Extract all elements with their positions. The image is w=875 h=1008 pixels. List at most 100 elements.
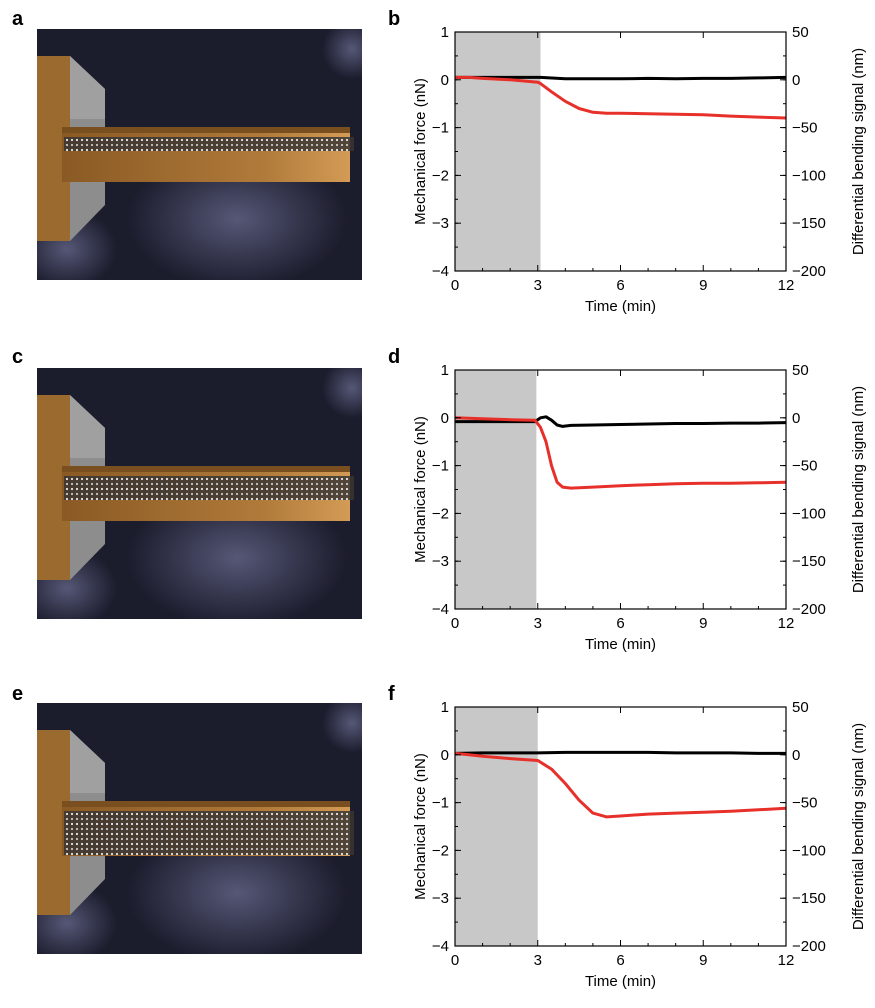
y-tick-label: −1 xyxy=(432,120,449,137)
molecule-dot xyxy=(95,477,99,481)
molecule-dot xyxy=(125,837,129,841)
molecule-dot xyxy=(140,812,144,816)
molecule-dot xyxy=(175,822,179,826)
molecule-dot xyxy=(335,492,339,496)
molecule-dot xyxy=(150,482,154,486)
molecule-dot xyxy=(255,852,259,856)
molecule-dot xyxy=(120,138,124,142)
molecule-dot xyxy=(345,492,349,496)
molecule-dot xyxy=(160,148,164,152)
molecule-dot xyxy=(170,817,174,821)
molecule-dot xyxy=(85,487,89,491)
molecule-dot xyxy=(170,487,174,491)
molecule-dot xyxy=(325,148,329,152)
x-axis-label: Time (min) xyxy=(585,298,656,315)
molecule-dot xyxy=(185,497,189,501)
molecule-dot xyxy=(225,842,229,846)
molecule-dot xyxy=(205,487,209,491)
molecule-dot xyxy=(195,822,199,826)
molecule-dot xyxy=(140,822,144,826)
molecule-dot xyxy=(190,852,194,856)
molecule-dot xyxy=(80,138,84,142)
molecule-dot xyxy=(175,842,179,846)
molecule-dot xyxy=(85,837,89,841)
molecule-dot xyxy=(185,852,189,856)
x-axis-label: Time (min) xyxy=(585,973,656,990)
molecule-dot xyxy=(320,138,324,142)
molecule-dot xyxy=(215,497,219,501)
molecule-dot xyxy=(185,143,189,147)
molecule-dot xyxy=(240,138,244,142)
molecule-dot xyxy=(100,812,104,816)
molecule-dot xyxy=(285,847,289,851)
molecule-dot xyxy=(320,847,324,851)
molecule-dot xyxy=(125,143,129,147)
molecule-dot xyxy=(240,817,244,821)
x-tick-label: 0 xyxy=(451,952,459,969)
cantilever-render-c xyxy=(37,368,362,619)
molecule-dot xyxy=(85,852,89,856)
molecule-dot xyxy=(180,138,184,142)
panel-label-f: f xyxy=(388,683,395,705)
y-axis-label: Mechanical force (nN) xyxy=(412,78,429,225)
molecule-dot xyxy=(90,482,94,486)
y-tick-label: 0 xyxy=(441,410,449,427)
molecule-dot xyxy=(345,822,349,826)
molecule-dot xyxy=(100,477,104,481)
molecule-dot xyxy=(230,812,234,816)
molecule-dot xyxy=(335,477,339,481)
molecule-dot xyxy=(240,482,244,486)
molecule-dot xyxy=(135,817,139,821)
molecule-dot xyxy=(305,832,309,836)
molecule-dot xyxy=(70,143,74,147)
molecule-dot xyxy=(130,477,134,481)
molecule-dot xyxy=(150,497,154,501)
molecule-dot xyxy=(95,822,99,826)
molecule-dot xyxy=(130,497,134,501)
molecule-dot xyxy=(240,852,244,856)
molecule-dot xyxy=(310,842,314,846)
molecule-dot xyxy=(65,817,69,821)
molecule-dot xyxy=(245,492,249,496)
molecule-dot xyxy=(245,812,249,816)
molecule-dot xyxy=(290,852,294,856)
molecule-dot xyxy=(160,812,164,816)
molecule-dot xyxy=(85,847,89,851)
molecule-dot xyxy=(195,852,199,856)
molecule-dot xyxy=(275,138,279,142)
molecule-dot xyxy=(180,832,184,836)
molecule-dot xyxy=(80,837,84,841)
molecule-dot xyxy=(335,482,339,486)
molecule-dot xyxy=(90,492,94,496)
molecule-dot xyxy=(260,842,264,846)
molecule-dot xyxy=(240,143,244,147)
molecule-dot xyxy=(300,832,304,836)
molecule-dot xyxy=(255,477,259,481)
molecule-dot xyxy=(260,482,264,486)
molecule-dot xyxy=(90,477,94,481)
molecule-dot xyxy=(100,138,104,142)
molecule-dot xyxy=(200,487,204,491)
molecule-dot xyxy=(265,148,269,152)
molecule-dot xyxy=(70,492,74,496)
molecule-dot xyxy=(150,487,154,491)
molecule-dot xyxy=(80,842,84,846)
molecule-dot xyxy=(330,837,334,841)
molecule-dot xyxy=(245,847,249,851)
molecule-dot xyxy=(300,837,304,841)
molecule-dot xyxy=(290,497,294,501)
molecule-dot xyxy=(290,492,294,496)
molecule-dot xyxy=(235,487,239,491)
molecule-dot xyxy=(110,842,114,846)
molecule-dot xyxy=(125,497,129,501)
molecule-dot xyxy=(205,837,209,841)
molecule-dot xyxy=(195,143,199,147)
molecule-dot xyxy=(85,138,89,142)
molecule-dot xyxy=(210,482,214,486)
molecule-dot xyxy=(175,477,179,481)
molecule-dot xyxy=(115,143,119,147)
molecule-dot xyxy=(210,148,214,152)
molecule-dot xyxy=(125,832,129,836)
molecule-dot xyxy=(115,822,119,826)
molecule-dot xyxy=(130,143,134,147)
